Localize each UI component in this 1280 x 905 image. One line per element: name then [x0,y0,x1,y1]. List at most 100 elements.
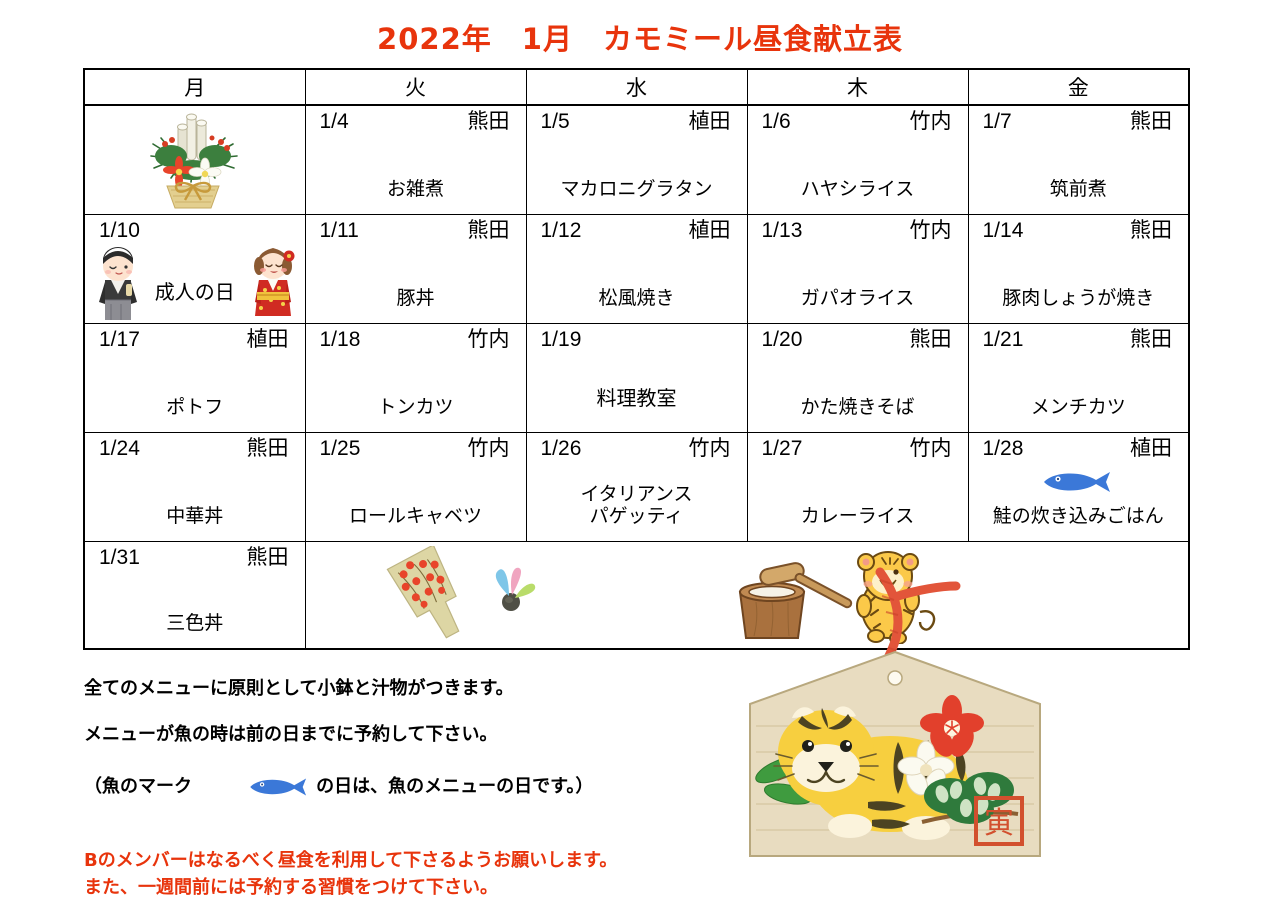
calendar-cell-1-21[interactable]: 1/21 熊田 メンチカツ [967,323,1190,433]
cell-menu: 松風焼き [598,287,675,309]
note-all-menus: 全てのメニューに原則として小鉢と汁物がつきます。 [84,678,514,699]
kadomatsu-icon [141,108,249,214]
cell-header: 1/13 竹内 [748,216,967,244]
cell-chef: 熊田 [1130,328,1172,351]
cell-header: 1/20 熊田 [748,325,967,353]
cell-date: 1/26 [540,437,582,460]
calendar-cell-1-7[interactable]: 1/7 熊田 筑前煮 [967,104,1190,215]
calendar-cell-1-28[interactable]: 1/28 植田 鮭の炊き込みごはん [967,432,1190,542]
calendar-cell-1-18[interactable]: 1/18 竹内 トンカツ [304,323,527,433]
calendar-table: 月 火 水 木 金 [83,68,1190,650]
cell-date: 1/4 [319,110,349,133]
cell-chef: 植田 [246,328,289,351]
cell-header: 1/4 熊田 [306,106,525,134]
calendar-cell-1-17[interactable]: 1/17 植田 ポトフ [83,323,306,433]
cell-header: 1/18 竹内 [306,325,525,353]
calendar-cell-1-10-holiday[interactable]: 1/10 [83,214,306,324]
cell-chef: 竹内 [909,110,952,133]
fish-mark-icon [194,748,314,826]
cell-header: 1/25 竹内 [306,434,525,462]
fish-icon [1040,469,1116,500]
footer-notes: 全てのメニューに原則として小鉢と汁物がつきます。 メニューが魚の時は前の日までに… [84,676,744,901]
cell-menu: メンチカツ [1030,396,1126,418]
calendar-cell-1-11[interactable]: 1/11 熊田 豚丼 [304,214,527,324]
cell-menu: 豚肉しょうが焼き [1002,287,1155,309]
cell-menu: ロールキャベツ [348,505,482,527]
cell-date: 1/25 [319,437,361,460]
weekday-header-tuesday: 火 [304,68,527,106]
weekday-header-wednesday: 水 [525,68,748,106]
cell-chef: 竹内 [909,219,952,242]
page-header: 2022年 1月 カモミール昼食献立表 [0,0,1280,58]
cell-menu: 三色丼 [166,612,224,634]
kimono-girl-icon [245,244,301,323]
calendar-cell-1-4[interactable]: 1/4 熊田 お雑煮 [304,104,527,215]
cell-date: 1/27 [761,437,803,460]
cell-date: 1/28 [982,437,1024,460]
tiger-ema-illustration: 寅 [730,556,1060,901]
cell-chef: 植田 [688,219,731,242]
cell-date: 1/24 [99,437,140,460]
calendar-cell-1-26[interactable]: 1/26 竹内 イタリアンス パゲッティ [525,432,748,542]
note-block-member-request: Bのメンバーはなるべく昼食を利用して下さるようお願いします。 また、一週間前には… [84,848,744,900]
calendar-week-row: 1/17 植田 ポトフ 1/18 竹内 トンカツ 1/19 [83,323,1190,433]
cell-header: 1/6 竹内 [748,106,967,134]
cell-menu: かた焼きそば [800,396,915,418]
cell-header: 1/12 植田 [527,216,746,244]
note-member-b-request: Bのメンバーはなるべく昼食を利用して下さるようお願いします。 [84,850,618,872]
cell-header: 1/21 熊田 [969,325,1188,353]
lunch-menu-calendar: 月 火 水 木 金 [83,68,1190,650]
cell-header: 1/26 竹内 [527,434,746,462]
calendar-cell-1-12[interactable]: 1/12 植田 松風焼き [525,214,748,324]
note-fish-mark-line: （魚のマーク の日は、魚のメニューの日です。） [84,748,744,826]
ema-seal: 寅 [974,796,1024,846]
page-title: 2022年 1月 カモミール昼食献立表 [377,22,903,56]
calendar-week-row: 1/31 熊田 三色丼 [83,541,1190,650]
cell-chef: 熊田 [467,110,510,133]
calendar-cell-1-19-event[interactable]: 1/19 料理教室 [525,323,748,433]
cell-header: 1/5 植田 [527,106,746,134]
cell-header: 1/19 [527,325,746,353]
calendar-cell-1-13[interactable]: 1/13 竹内 ガパオライス [746,214,969,324]
cell-header: 1/31 熊田 [85,542,304,570]
calendar-week-row: 1/24 熊田 中華丼 1/25 竹内 ロールキャベツ 1/26 竹内 [83,432,1190,542]
calendar-cell-1-20[interactable]: 1/20 熊田 かた焼きそば [746,323,969,433]
calendar-cell-1-31[interactable]: 1/31 熊田 三色丼 [83,541,306,650]
cell-menu: ハヤシライス [800,178,915,200]
cell-chef: 竹内 [688,437,731,460]
cell-header: 1/11 熊田 [306,216,525,244]
cell-date: 1/17 [99,328,140,351]
cell-header: 1/27 竹内 [748,434,967,462]
cell-header: 1/10 [85,216,304,244]
cell-event-label: 料理教室 [596,387,677,410]
cell-date: 1/13 [761,219,803,242]
calendar-cell-1-14[interactable]: 1/14 熊田 豚肉しょうが焼き [967,214,1190,324]
cell-menu: 筑前煮 [1049,178,1107,200]
cell-chef: 竹内 [909,437,952,460]
cell-date: 1/10 [99,219,140,242]
cell-date: 1/21 [982,328,1024,351]
svg-text:寅: 寅 [984,806,1014,841]
note-fish-reservation: メニューが魚の時は前の日までに予約して下さい。 [84,724,498,746]
cell-chef: 熊田 [1130,219,1172,242]
calendar-cell-1-27[interactable]: 1/27 竹内 カレーライス [746,432,969,542]
cell-chef: 竹内 [467,328,510,351]
cell-menu: カレーライス [800,505,915,527]
cell-chef: 植田 [1130,437,1172,460]
calendar-cell-1-25[interactable]: 1/25 竹内 ロールキャベツ [304,432,527,542]
cell-header: 1/24 熊田 [85,434,304,462]
cell-chef: 熊田 [246,546,289,569]
weekday-header-thursday: 木 [746,68,969,106]
cell-chef: 植田 [688,110,731,133]
cell-menu: イタリアンス パゲッティ [580,484,693,527]
cell-date: 1/7 [982,110,1012,133]
cell-chef: 竹内 [467,437,510,460]
calendar-cell-1-24[interactable]: 1/24 熊田 中華丼 [83,432,306,542]
hagoita-shuttlecock-icon [361,544,561,648]
cell-date: 1/18 [319,328,361,351]
calendar-cell-1-5[interactable]: 1/5 植田 マカロニグラタン [525,104,748,215]
calendar-cell-newyear-decoration [83,104,306,215]
calendar-week-row: 1/4 熊田 お雑煮 1/5 植田 マカロニグラタン 1/6 竹内 [83,104,1190,215]
calendar-cell-1-6[interactable]: 1/6 竹内 ハヤシライス [746,104,969,215]
cell-menu: ガパオライス [800,287,915,309]
